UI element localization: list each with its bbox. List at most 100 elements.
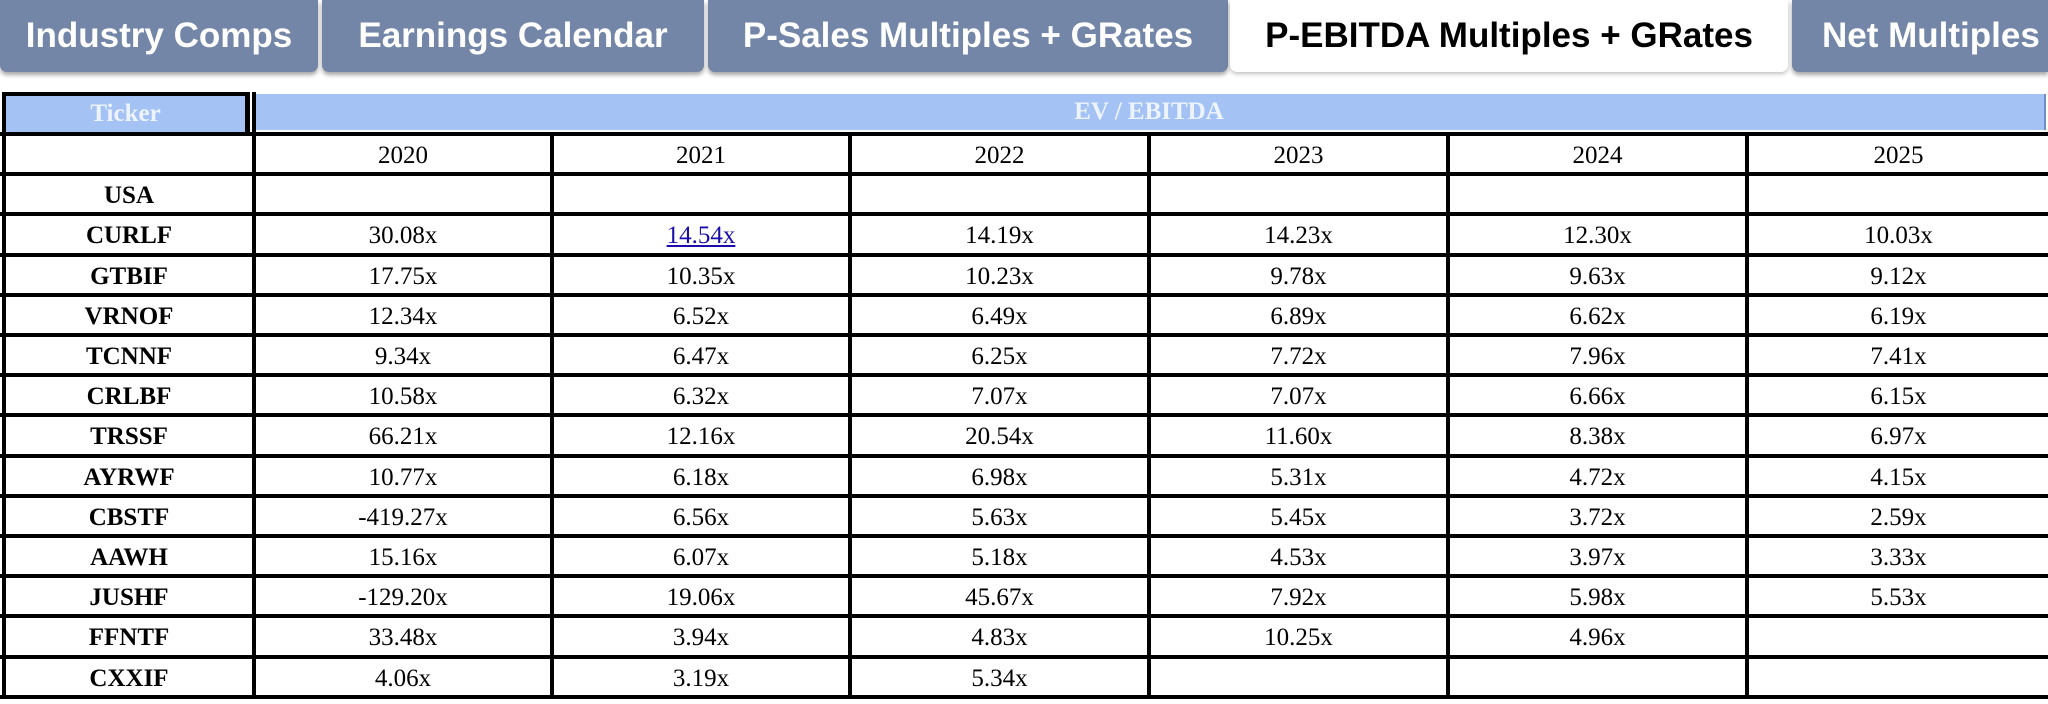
value-cell[interactable]: 6.07x xyxy=(672,544,730,572)
value-cell[interactable]: 9.12x xyxy=(1870,262,1927,290)
year-header-2021[interactable]: 2021 xyxy=(676,142,726,170)
value-cell[interactable]: 19.06x xyxy=(666,584,736,612)
value-cell[interactable]: 6.52x xyxy=(672,302,730,330)
ticker-cell[interactable]: CURLF xyxy=(85,222,173,250)
value-cell[interactable]: 4.15x xyxy=(1870,463,1927,491)
value-cell[interactable]: 6.56x xyxy=(672,503,730,531)
year-header-2024[interactable]: 2024 xyxy=(1572,142,1623,170)
value-cell[interactable]: 6.32x xyxy=(672,383,730,411)
ticker-cell[interactable]: AAWH xyxy=(90,544,168,572)
value-cell[interactable] xyxy=(852,176,1147,216)
ticker-cell[interactable]: USA xyxy=(103,182,154,210)
value-cell[interactable]: 7.92x xyxy=(1270,584,1327,612)
value-cell[interactable]: 30.08x xyxy=(368,222,438,250)
value-cell[interactable] xyxy=(554,176,848,216)
value-cell[interactable]: 12.30x xyxy=(1563,222,1632,250)
ticker-cell[interactable]: CBSTF xyxy=(88,503,170,531)
value-cell[interactable] xyxy=(256,176,550,216)
ticker-cell[interactable]: AYRWF xyxy=(83,463,175,491)
tab-p-ebitda-multiples[interactable]: P-EBITDA Multiples + GRates xyxy=(1230,0,1788,72)
value-cell[interactable]: 6.15x xyxy=(1870,383,1927,411)
value-cell[interactable]: 5.34x xyxy=(971,664,1028,692)
tab-industry-comps[interactable]: Industry Comps xyxy=(0,0,318,72)
value-cell[interactable]: 6.49x xyxy=(971,302,1028,330)
value-cell[interactable]: 6.25x xyxy=(971,343,1028,371)
value-cell[interactable]: 4.96x xyxy=(1569,624,1626,652)
value-cell[interactable]: 3.19x xyxy=(672,664,730,692)
value-cell[interactable]: 20.54x xyxy=(965,423,1034,451)
value-cell[interactable] xyxy=(1749,659,2048,699)
value-cell[interactable]: 6.62x xyxy=(1569,302,1626,330)
year-header-blank[interactable] xyxy=(6,136,252,176)
value-cell[interactable]: 5.53x xyxy=(1870,584,1927,612)
value-cell[interactable]: 6.47x xyxy=(672,343,730,371)
value-cell[interactable]: 6.18x xyxy=(672,463,730,491)
year-header-2023[interactable]: 2023 xyxy=(1273,142,1324,170)
ticker-cell[interactable]: JUSHF xyxy=(89,584,169,612)
value-cell[interactable]: 9.34x xyxy=(374,343,432,371)
ticker-cell[interactable]: VRNOF xyxy=(84,302,174,330)
value-cell[interactable]: 4.83x xyxy=(971,624,1028,652)
ticker-cell[interactable]: CXXIF xyxy=(89,664,169,692)
value-cell[interactable]: 10.25x xyxy=(1264,624,1333,652)
value-cell[interactable]: 12.34x xyxy=(368,302,438,330)
value-cell[interactable] xyxy=(1151,176,1446,216)
value-cell[interactable]: 6.97x xyxy=(1870,423,1927,451)
ticker-cell[interactable]: FFNTF xyxy=(88,624,170,652)
value-cell[interactable]: 12.16x xyxy=(666,423,736,451)
value-cell[interactable]: 9.63x xyxy=(1569,262,1626,290)
value-cell[interactable]: 45.67x xyxy=(965,584,1034,612)
value-cell[interactable]: 5.18x xyxy=(971,544,1028,572)
ticker-cell[interactable]: GTBIF xyxy=(90,262,168,290)
value-cell[interactable]: 10.23x xyxy=(965,262,1034,290)
value-cell[interactable] xyxy=(1450,176,1745,216)
value-cell[interactable]: 10.03x xyxy=(1864,222,1933,250)
value-cell[interactable]: 33.48x xyxy=(368,624,438,652)
value-cell[interactable]: 5.31x xyxy=(1270,463,1327,491)
ticker-cell[interactable]: TRSSF xyxy=(90,423,168,451)
value-cell[interactable]: 2.59x xyxy=(1870,503,1927,531)
value-cell[interactable]: 10.35x xyxy=(666,262,736,290)
value-cell[interactable]: 10.77x xyxy=(368,463,438,491)
value-cell[interactable]: 10.58x xyxy=(368,383,438,411)
year-header-2020[interactable]: 2020 xyxy=(378,142,428,170)
value-cell[interactable]: 6.98x xyxy=(971,463,1028,491)
value-cell[interactable]: -419.27x xyxy=(358,503,448,531)
tab-net-multiples[interactable]: Net Multiples xyxy=(1792,0,2048,72)
ticker-cell[interactable]: CRLBF xyxy=(86,383,172,411)
value-cell[interactable]: 7.72x xyxy=(1270,343,1327,371)
value-cell[interactable]: 4.53x xyxy=(1270,544,1327,572)
year-header-2022[interactable]: 2022 xyxy=(974,142,1025,170)
value-cell[interactable]: 7.41x xyxy=(1870,343,1927,371)
value-cell[interactable]: 6.89x xyxy=(1270,302,1327,330)
value-cell[interactable] xyxy=(1151,659,1446,699)
value-cell[interactable]: 14.19x xyxy=(965,222,1034,250)
value-cell[interactable]: 8.38x xyxy=(1569,423,1626,451)
value-cell[interactable]: 7.07x xyxy=(971,383,1028,411)
value-cell[interactable]: 4.72x xyxy=(1569,463,1626,491)
value-cell[interactable]: 7.07x xyxy=(1270,383,1327,411)
value-cell[interactable]: -129.20x xyxy=(358,584,448,612)
value-cell[interactable]: 66.21x xyxy=(368,423,438,451)
tab-earnings-calendar[interactable]: Earnings Calendar xyxy=(322,0,704,72)
value-cell[interactable]: 11.60x xyxy=(1264,423,1333,451)
value-cell[interactable]: 17.75x xyxy=(368,262,438,290)
value-cell[interactable]: 5.45x xyxy=(1270,503,1327,531)
value-cell[interactable] xyxy=(1749,176,2048,216)
value-cell[interactable]: 15.16x xyxy=(368,544,438,572)
value-cell[interactable]: 6.19x xyxy=(1870,302,1927,330)
value-cell[interactable]: 14.54x xyxy=(554,216,848,256)
value-cell[interactable]: 3.97x xyxy=(1569,544,1626,572)
value-cell[interactable]: 3.33x xyxy=(1870,544,1927,572)
value-cell[interactable]: 3.72x xyxy=(1569,503,1626,531)
value-cell[interactable]: 14.23x xyxy=(1264,222,1333,250)
value-cell[interactable]: 5.63x xyxy=(971,503,1028,531)
value-link[interactable]: 14.54x xyxy=(666,222,736,250)
value-cell[interactable]: 7.96x xyxy=(1569,343,1626,371)
value-cell[interactable]: 9.78x xyxy=(1270,262,1327,290)
value-cell[interactable]: 5.98x xyxy=(1569,584,1626,612)
value-cell[interactable]: 6.66x xyxy=(1569,383,1626,411)
value-cell[interactable]: 4.06x xyxy=(374,664,432,692)
value-cell[interactable]: 3.94x xyxy=(672,624,730,652)
value-cell[interactable] xyxy=(1450,659,1745,699)
